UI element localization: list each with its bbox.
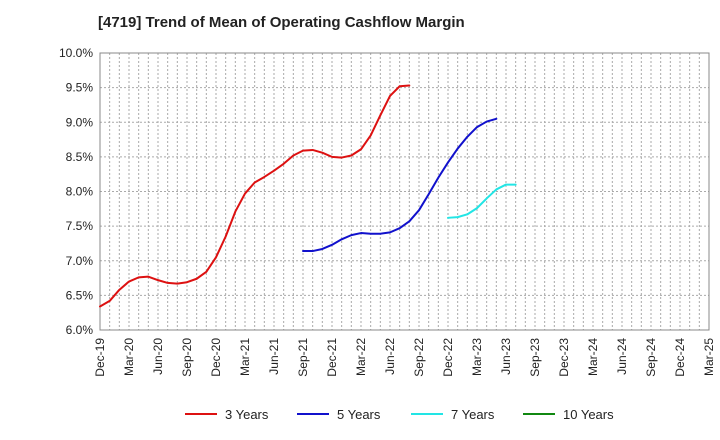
x-tick-label: Mar-21 (238, 338, 252, 376)
x-tick-label: Dec-19 (93, 338, 107, 377)
x-tick-label: Sep-23 (528, 338, 542, 377)
x-tick-label: Dec-24 (673, 338, 687, 377)
y-tick-label: 8.0% (66, 185, 94, 199)
x-axis: Dec-19 Mar-20 Jun-20 Sep-20 Dec-20 Mar-21 Jun-… (93, 338, 716, 377)
x-tick-label: Sep-22 (412, 338, 426, 377)
legend-label: 10 Years (563, 407, 614, 422)
x-tick-label: Dec-20 (209, 338, 223, 377)
legend-label: 5 Years (337, 407, 381, 422)
x-tick-label: Dec-22 (441, 338, 455, 377)
chart-title: [4719] Trend of Mean of Operating Cashfl… (98, 14, 465, 31)
series-line-5-years (302, 117, 498, 253)
y-tick-label: 6.0% (66, 323, 94, 337)
legend-label: 7 Years (451, 407, 495, 422)
x-tick-label: Sep-20 (180, 338, 194, 377)
x-tick-label: Mar-20 (122, 338, 136, 376)
legend-label: 3 Years (225, 407, 269, 422)
y-axis: 6.0% 6.5% 7.0% 7.5% 8.0% 8.5% 9.0% 9.5% 10.0% (59, 46, 93, 337)
y-tick-label: 10.0% (59, 46, 93, 60)
x-tick-label: Jun-22 (383, 338, 397, 375)
x-tick-label: Mar-24 (586, 338, 600, 376)
x-tick-label: Mar-25 (702, 338, 716, 376)
legend: 3 Years 5 Years 7 Years 10 Years (185, 407, 614, 422)
grid (100, 53, 709, 330)
x-tick-label: Sep-24 (644, 338, 658, 377)
x-tick-label: Jun-23 (499, 338, 513, 375)
x-tick-label: Sep-21 (296, 338, 310, 377)
plot-frame (99, 52, 710, 331)
x-tick-label: Dec-23 (557, 338, 571, 377)
y-tick-label: 9.0% (66, 115, 94, 129)
series-lines (99, 84, 517, 308)
series-line-7-years (447, 183, 517, 219)
y-tick-label: 7.0% (66, 254, 94, 268)
x-tick-label: Mar-22 (354, 338, 368, 376)
y-tick-label: 6.5% (66, 288, 94, 302)
y-tick-label: 8.5% (66, 150, 94, 164)
x-tick-label: Dec-21 (325, 338, 339, 377)
y-tick-label: 9.5% (66, 81, 94, 95)
y-tick-label: 7.5% (66, 219, 94, 233)
x-tick-label: Jun-24 (615, 338, 629, 375)
x-tick-label: Jun-20 (151, 338, 165, 375)
series-line-3-years (99, 84, 411, 308)
x-tick-label: Jun-21 (267, 338, 281, 375)
x-tick-label: Mar-23 (470, 338, 484, 376)
